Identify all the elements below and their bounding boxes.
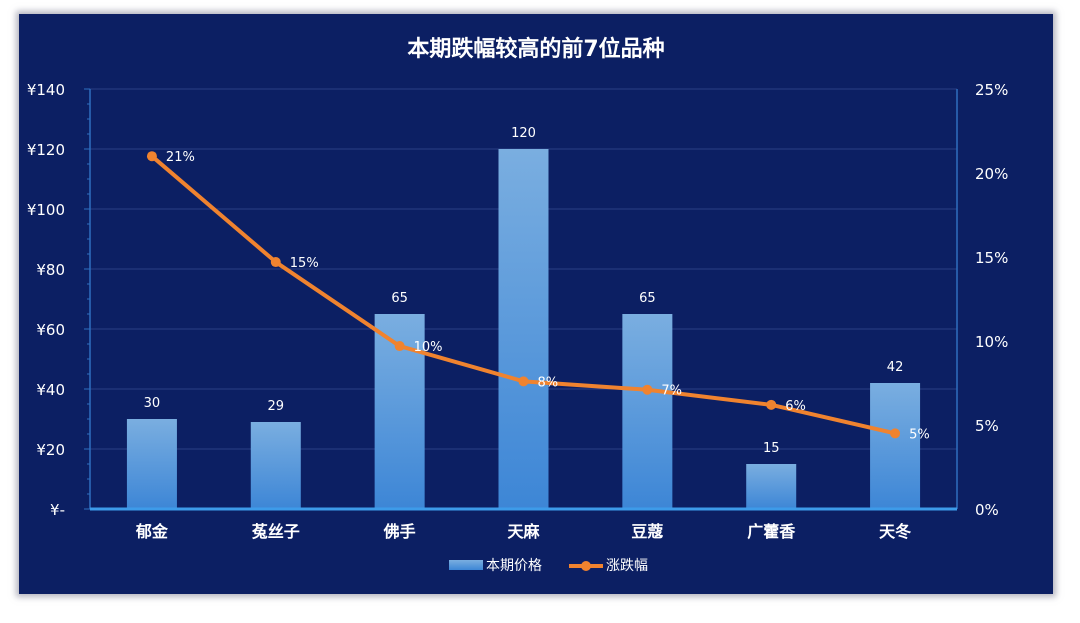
- line-point: [146, 151, 157, 162]
- line-data-label: 21%: [166, 150, 195, 165]
- combo-chart: 本期跌幅较高的前7位品种 30 29 65 120 65 15 42 ¥- ¥20 ¥40 ¥60…: [27, 36, 1009, 574]
- line-point: [766, 399, 777, 410]
- x-tick-label: 天冬: [879, 522, 911, 541]
- y-right-tick-label: 10%: [975, 333, 1008, 351]
- x-tick-label: 郁金: [135, 522, 169, 541]
- bar-series: 30 29 65 120 65 15 42: [126, 126, 921, 509]
- line-point: [394, 341, 405, 352]
- line-data-label: 6%: [785, 399, 806, 414]
- y-left-tick-label: ¥-: [50, 501, 65, 519]
- line-data-label: 10%: [414, 340, 443, 355]
- y-left-tick-label: ¥140: [27, 81, 65, 99]
- bar-data-label: 120: [511, 126, 536, 141]
- x-tick-label: 佛手: [383, 522, 416, 541]
- legend: 本期价格 涨跌幅: [449, 558, 648, 574]
- bar: [498, 149, 549, 509]
- line-point: [270, 257, 281, 268]
- bar: [622, 314, 673, 509]
- line-data-label: 15%: [290, 256, 319, 271]
- x-tick-label: 菟丝子: [252, 522, 300, 541]
- x-tick-label: 天麻: [507, 522, 540, 541]
- y-left-tick-label: ¥60: [36, 321, 65, 339]
- bar-data-label: 42: [887, 360, 904, 375]
- bar-data-label: 29: [268, 399, 285, 414]
- y-left-tick-label: ¥120: [27, 141, 65, 159]
- chart-panel: 本期跌幅较高的前7位品种 30 29 65 120 65 15 42 ¥- ¥20 ¥40 ¥60…: [19, 14, 1053, 594]
- axes: ¥- ¥20 ¥40 ¥60 ¥80 ¥100 ¥120 ¥140 0% 5% 10% 15% 20% 2…: [27, 81, 1009, 541]
- bar: [126, 419, 177, 509]
- y-right-tick-label: 15%: [975, 249, 1008, 267]
- line-point: [518, 376, 529, 387]
- y-left-tick-label: ¥40: [36, 381, 65, 399]
- x-tick-label: 广藿香: [747, 522, 796, 541]
- y-right-tick-label: 5%: [975, 417, 999, 435]
- line-data-label: 7%: [661, 384, 682, 399]
- line-point: [642, 384, 653, 395]
- y-right-tick-label: 0%: [975, 501, 999, 519]
- legend-line-marker: [581, 561, 591, 571]
- y-right-tick-label: 20%: [975, 165, 1008, 183]
- y-left-tick-label: ¥20: [36, 441, 65, 459]
- bar: [870, 383, 921, 509]
- bar-data-label: 30: [144, 396, 161, 411]
- chart-title: 本期跌幅较高的前7位品种: [407, 36, 664, 62]
- bar: [250, 422, 301, 509]
- y-left-tick-label: ¥80: [36, 261, 65, 279]
- legend-bar-swatch: [449, 560, 483, 570]
- x-tick-label: 豆蔻: [631, 522, 663, 541]
- bar-data-label: 65: [639, 291, 656, 306]
- bar-data-label: 65: [391, 291, 408, 306]
- legend-bar-label: 本期价格: [486, 558, 542, 574]
- line-data-label: 8%: [538, 375, 559, 390]
- legend-line-label: 涨跌幅: [606, 558, 648, 574]
- line-point: [890, 428, 901, 439]
- bar-data-label: 15: [763, 441, 780, 456]
- line-data-label: 5%: [909, 427, 930, 442]
- line-series: 21% 15% 10% 8% 7% 6% 5%: [146, 150, 930, 442]
- bar: [746, 464, 797, 509]
- y-left-tick-label: ¥100: [27, 201, 65, 219]
- y-right-tick-label: 25%: [975, 81, 1008, 99]
